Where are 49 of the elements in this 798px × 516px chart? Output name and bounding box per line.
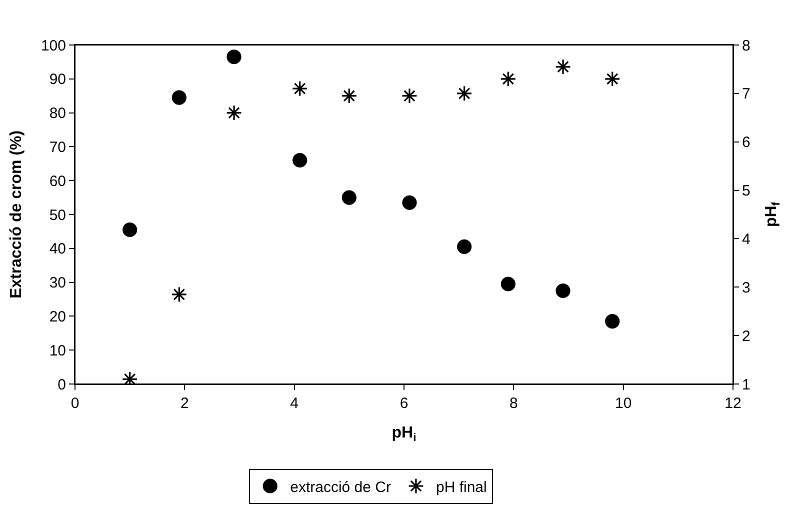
point (605, 314, 620, 329)
point (500, 276, 516, 292)
y-tick-label: 90 (49, 71, 66, 88)
y-tick-label: 40 (49, 240, 66, 258)
x-tick-label: 12 (724, 395, 742, 412)
y2-tick-label: 7 (742, 86, 750, 103)
y-tick-label: 20 (49, 308, 66, 326)
point (604, 70, 620, 87)
point (342, 190, 356, 205)
point (500, 70, 516, 87)
point (556, 283, 570, 298)
x-tick-label: 4 (290, 395, 298, 412)
y2-tick-label: 1 (742, 376, 750, 394)
x-tick-label: 6 (400, 395, 408, 412)
x-tick-label: 2 (180, 395, 189, 412)
point (122, 222, 138, 238)
point (292, 80, 308, 97)
point (401, 88, 418, 104)
y2-tick-label: 5 (742, 182, 750, 200)
point (172, 90, 186, 105)
y2-tick-label: 8 (742, 37, 750, 54)
y-tick-label: 0 (58, 376, 66, 394)
x-axis-title: pH$_{i}$ (392, 424, 416, 444)
y-tick-label: 60 (49, 172, 66, 190)
point (555, 58, 572, 75)
y-tick-label: 50 (49, 206, 66, 224)
y-tick-label: 80 (49, 105, 66, 122)
x-tick-label: 10 (614, 395, 632, 412)
point (457, 239, 472, 254)
y-axis-title: Extracció de crom (%) (8, 130, 25, 299)
y-tick-label: 10 (49, 342, 66, 360)
legend-label: pH final (436, 478, 487, 496)
point (226, 50, 242, 64)
point (341, 88, 358, 104)
y-tick-label: 100 (40, 37, 66, 54)
x-tick-label: 8 (510, 395, 518, 412)
point (226, 104, 242, 121)
y-tick-label: 70 (49, 138, 66, 156)
x-tick-label: 0 (70, 395, 80, 412)
y2-tick-label: 6 (742, 134, 750, 152)
y2-tick-label: 2 (742, 328, 750, 345)
point (292, 152, 308, 168)
point (171, 286, 188, 302)
point (402, 195, 417, 210)
y2-tick-label: 3 (742, 279, 750, 296)
y2-tick-label: 4 (742, 230, 750, 248)
y-tick-label: 30 (49, 274, 66, 292)
point (456, 85, 472, 102)
legend-label: extracció de Cr (290, 478, 391, 496)
